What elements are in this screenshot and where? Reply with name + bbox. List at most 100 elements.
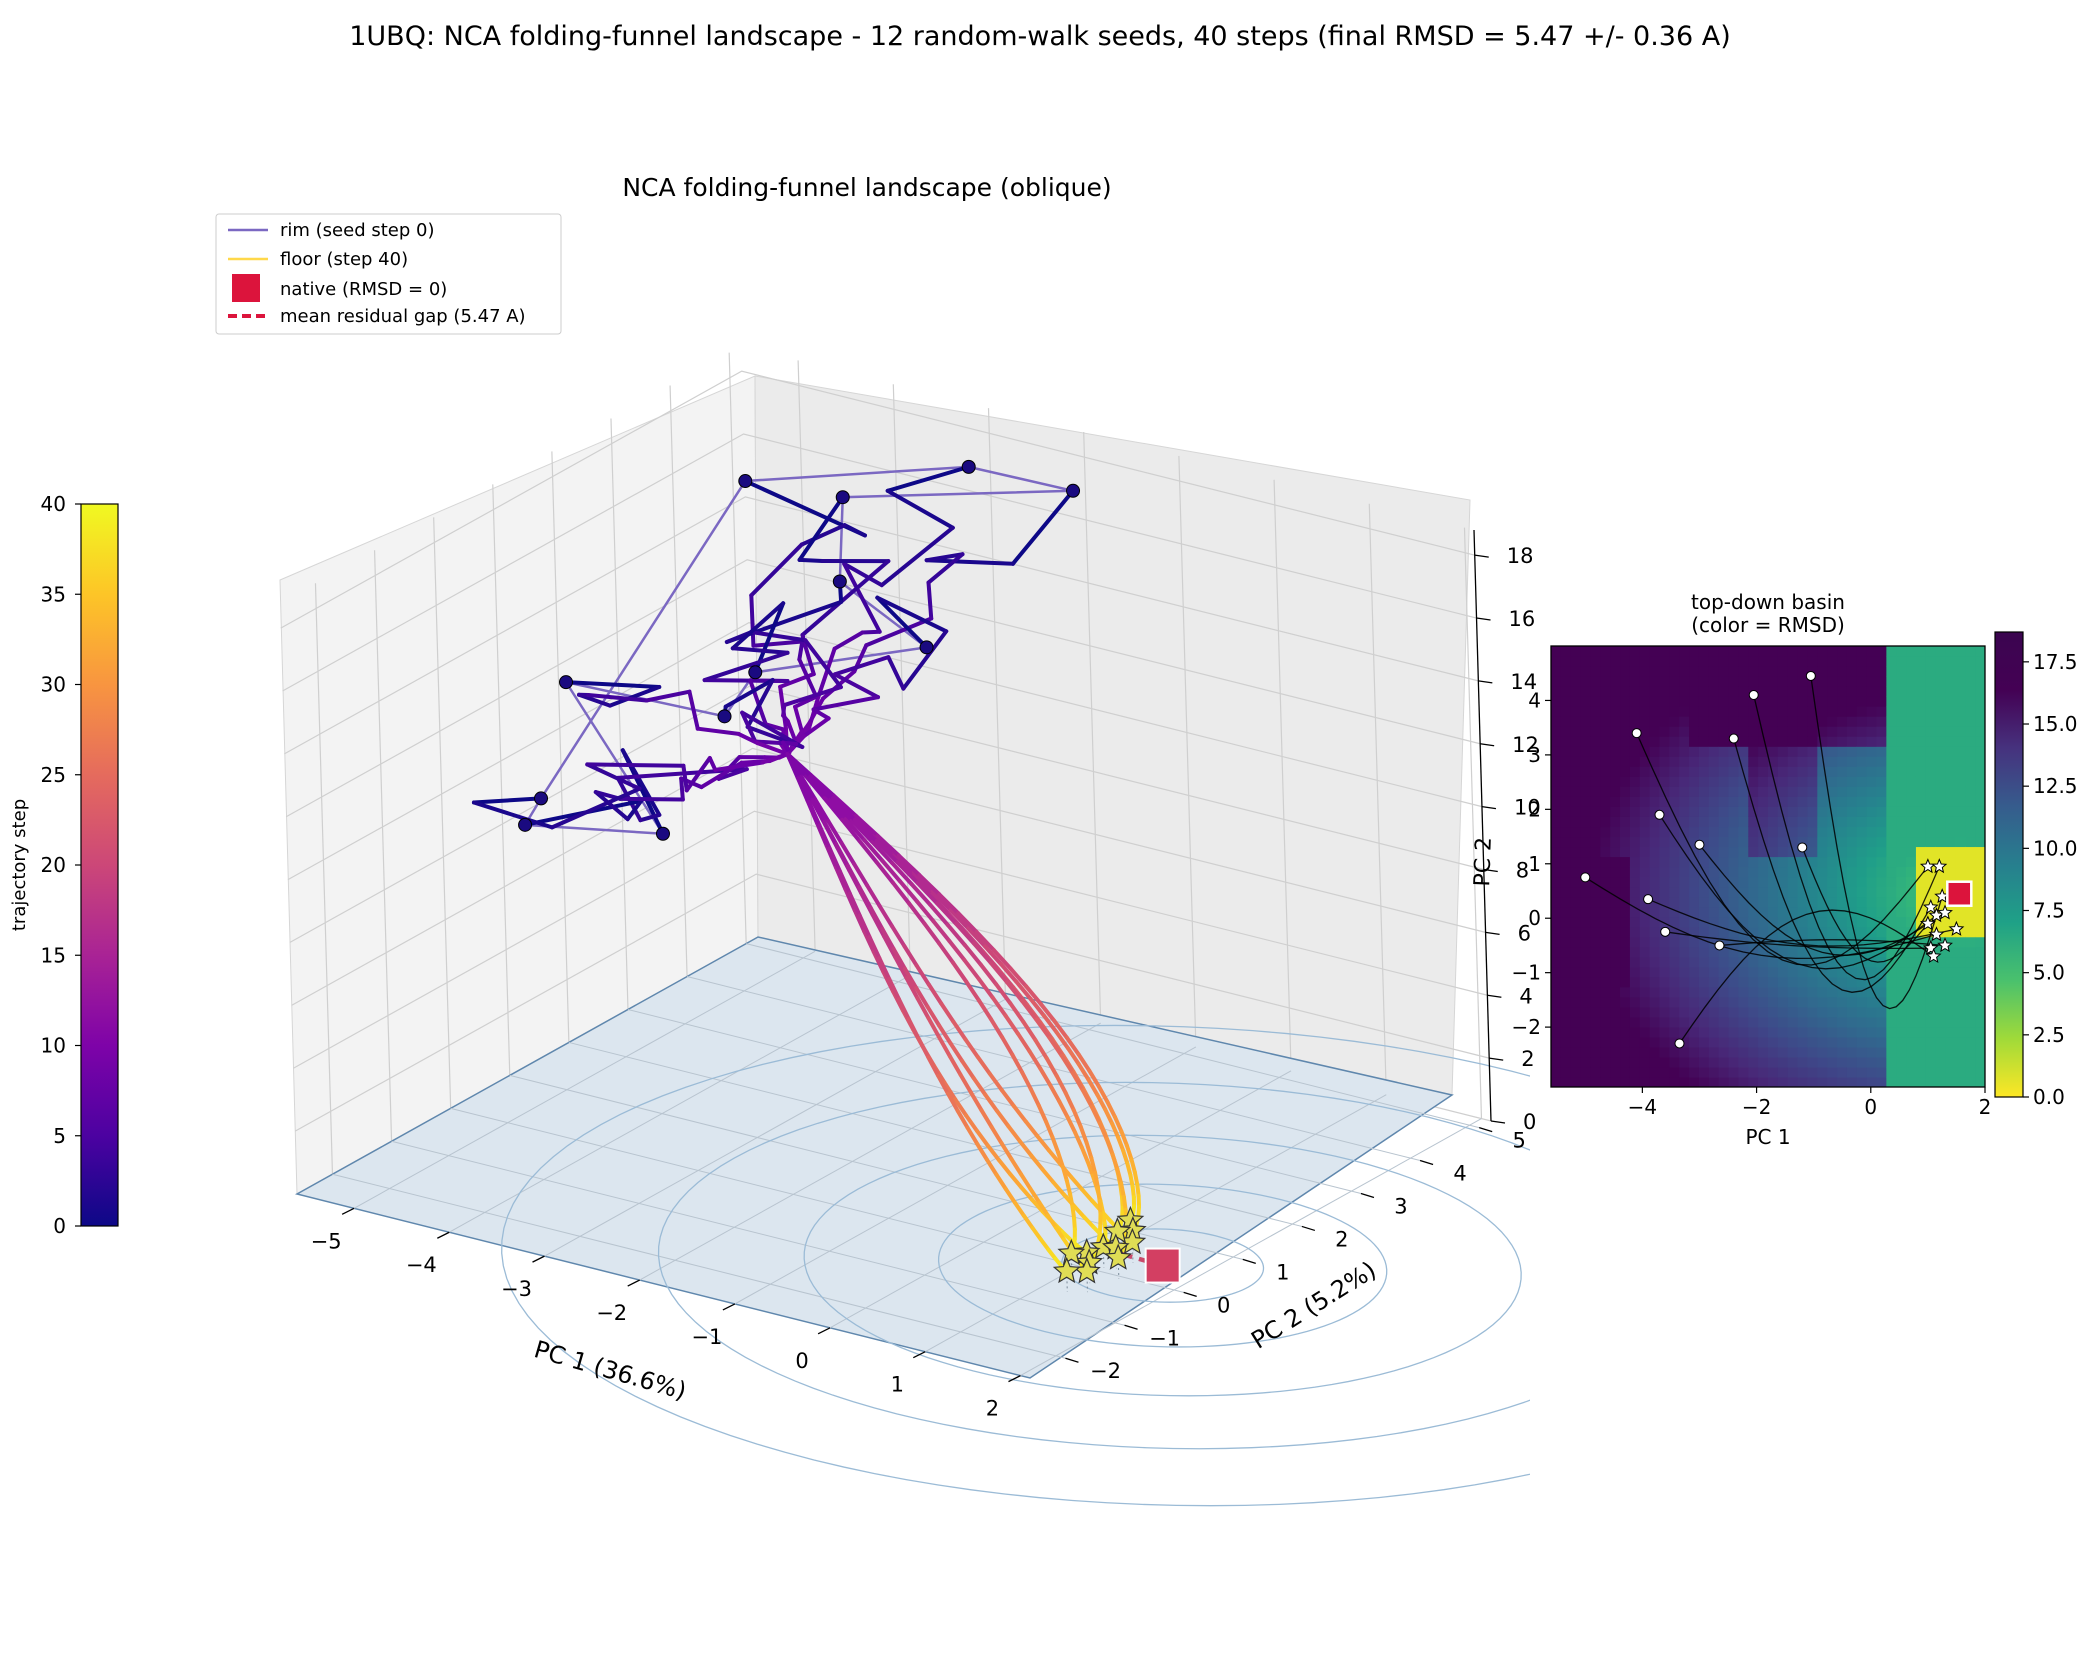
heatmap-cell (1886, 976, 1897, 988)
heatmap-cell (1580, 906, 1592, 918)
heatmap-cell (1915, 966, 1927, 978)
trajectory-segment (1044, 1056, 1059, 1078)
trajectory-segment (890, 861, 914, 886)
heatmap-cell (1787, 836, 1799, 848)
heatmap-cell (1886, 726, 1897, 737)
heatmap-cell (1787, 1066, 1799, 1078)
heatmap-cell (1669, 936, 1680, 948)
heatmap-cell (1965, 746, 1976, 757)
heatmap-cell (1817, 706, 1828, 717)
heatmap-cell (1945, 656, 1957, 667)
heatmap-cell (1807, 706, 1818, 717)
heatmap-cell (1915, 946, 1927, 958)
heatmap-cell (1886, 986, 1897, 998)
trajectory-segment (1066, 1046, 1081, 1067)
heatmap-cell (1846, 976, 1858, 988)
trajectory-segment (916, 1036, 931, 1060)
heatmap-cell (1600, 736, 1611, 747)
heatmap-cell (1560, 676, 1572, 687)
heatmap-cell (1777, 796, 1789, 807)
heatmap-cell (1639, 1006, 1651, 1018)
heatmap-cell (1728, 826, 1740, 838)
heatmap-cell (1728, 806, 1740, 817)
trajectory-segment (904, 976, 920, 1001)
heatmap-cell (1807, 1066, 1818, 1078)
heatmap-cell (1866, 666, 1878, 677)
heatmap-cell (1758, 746, 1769, 757)
trajectory-segment (1051, 1180, 1067, 1197)
trajectory-segment (822, 796, 845, 822)
trajectory-segment (730, 646, 790, 655)
heatmap-cell (1787, 766, 1799, 777)
heatmap-cell (1935, 826, 1947, 838)
trajectory-segment (1080, 1088, 1094, 1109)
heatmap-cell (1679, 746, 1690, 757)
heatmap-cell (1846, 656, 1858, 667)
heatmap-cell (1797, 876, 1809, 888)
heatmap-cell (1945, 986, 1957, 998)
heatmap-cell (1797, 726, 1809, 737)
heatmap-cell (1679, 836, 1690, 848)
heatmap-cell (1768, 1026, 1779, 1038)
heatmap-cell (1758, 966, 1769, 978)
heatmap-cell (1807, 966, 1818, 978)
pc2-tick (1065, 1357, 1079, 1363)
heatmap-cell (1975, 1056, 1985, 1068)
heatmap-cell (1590, 1016, 1601, 1028)
heatmap-cell (1560, 696, 1572, 707)
heatmap-cell (1787, 1036, 1799, 1048)
heatmap-cell (1659, 1016, 1670, 1028)
heatmap-cell (1600, 746, 1611, 757)
heatmap-cell (1876, 706, 1887, 717)
heatmap-cell (1846, 756, 1858, 767)
trajectory-segment (830, 796, 857, 822)
heatmap-cell (1728, 756, 1740, 767)
heatmap-cell (1620, 966, 1631, 978)
trajectory-segment (983, 1092, 999, 1113)
heatmap-cell (1629, 816, 1641, 828)
heatmap-cell (1718, 666, 1730, 677)
heatmap-cell (1649, 816, 1661, 828)
heatmap-cell (1708, 996, 1720, 1008)
heatmap-cell (1787, 816, 1799, 828)
heatmap-cell (1906, 736, 1917, 747)
heatmap-cell (1659, 976, 1670, 988)
heatmap-cell (1777, 1076, 1789, 1087)
trajectory-segment (896, 853, 922, 878)
heatmap-cell (1659, 756, 1670, 767)
heatmap-cell (1837, 826, 1848, 838)
trajectory-segment (740, 710, 758, 744)
heatmap-cell (1551, 1066, 1562, 1078)
heatmap-cell (1827, 986, 1838, 998)
trajectory-segment (1004, 980, 1025, 1003)
heatmap-cell (1935, 666, 1947, 677)
heatmap-cell (1846, 866, 1858, 878)
heatmap-cell (1620, 906, 1631, 918)
heatmap-cell (1600, 1076, 1611, 1087)
heatmap-cell (1945, 696, 1957, 707)
heatmap-cell (1925, 986, 1937, 998)
trajectory-segment (716, 767, 749, 781)
heatmap-cell (1748, 876, 1759, 888)
heatmap-cell (1955, 926, 1966, 938)
heatmap-cell (1738, 656, 1749, 667)
heatmap-cell (1649, 996, 1661, 1008)
heatmap-cell (1698, 906, 1710, 918)
heatmap-cell (1807, 926, 1818, 938)
step-tick-label: 25 (41, 763, 66, 787)
trajectory-segment (1089, 1155, 1098, 1175)
trajectory-segment (1086, 1077, 1100, 1097)
heatmap-cell (1768, 836, 1779, 848)
heatmap-cell (1669, 956, 1680, 968)
heatmap-cell (1817, 926, 1828, 938)
heatmap-cell (1620, 746, 1631, 757)
heatmap-cell (1866, 736, 1878, 747)
heatmap-cell (1560, 856, 1572, 868)
seed-marker (558, 675, 573, 690)
heatmap-cell (1659, 836, 1670, 848)
heatmap-cell (1590, 936, 1601, 948)
heatmap-cell (1807, 646, 1818, 657)
heatmap-cell (1915, 706, 1927, 717)
heatmap-cell (1777, 1046, 1789, 1058)
heatmap-cell (1876, 756, 1887, 767)
